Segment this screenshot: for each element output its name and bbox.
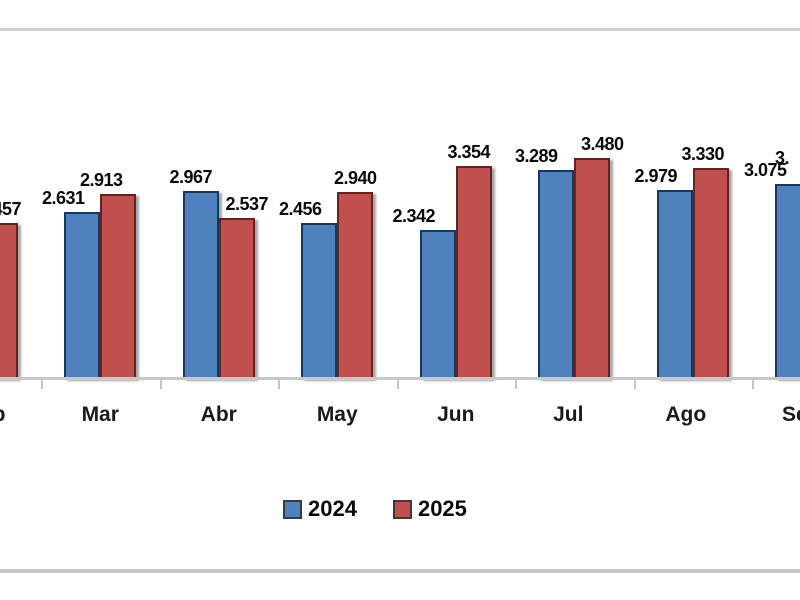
data-label-2025-feb: 2.457 [0, 198, 22, 219]
bar-2024-jun [419, 229, 456, 379]
x-axis-tick [752, 380, 754, 389]
data-label-2025-mar: 2.913 [79, 170, 123, 191]
legend-swatch-2025 [392, 499, 412, 519]
legend-label-2024: 2024 [308, 496, 357, 521]
legend-item-2024: 2024 [283, 497, 357, 521]
bottom-divider [0, 569, 800, 573]
bar-2025-feb [0, 222, 18, 379]
x-axis-tick [41, 380, 43, 389]
x-label-sep: Sep [781, 403, 800, 426]
bar-2024-ago [656, 189, 693, 379]
x-axis-line [0, 377, 800, 380]
data-label-2024-jul: 3.289 [514, 146, 558, 167]
bar-2024-mar [64, 211, 101, 379]
x-label-may: May [316, 403, 358, 426]
bar-2025-ago [692, 167, 729, 379]
bar-2024-may [301, 222, 338, 379]
x-label-feb: Feb [0, 403, 32, 427]
x-axis-tick [633, 380, 636, 389]
bar-2025-jun [455, 166, 492, 379]
data-label-2025-ago: 3.330 [681, 143, 725, 164]
legend-item-2025: 2025 [392, 496, 467, 521]
x-axis-tick [159, 380, 162, 389]
chart-legend: 2024 2025 [283, 497, 467, 521]
top-divider [0, 28, 800, 31]
x-axis-tick [396, 380, 399, 389]
legend-swatch-2024 [283, 499, 302, 519]
data-label-2025-jun: 3.354 [447, 142, 491, 163]
data-label-2025-abr: 2.537 [225, 193, 269, 214]
data-label-2024-may: 2.456 [278, 198, 322, 219]
data-label-2024-jun: 2.342 [392, 205, 436, 226]
x-label-mar: Mar [81, 403, 119, 426]
x-label-jun: Jun [437, 403, 475, 426]
data-label-2024-sep: 3.075 [743, 159, 787, 180]
bar-2025-mar [100, 194, 137, 379]
data-label-2025-jul: 3.480 [580, 134, 624, 155]
x-label-jul: Jul [553, 403, 584, 426]
data-label-2025-sep: 3. [775, 148, 790, 168]
data-label-2024-mar: 2.631 [41, 187, 85, 208]
data-label-2024-abr: 2.967 [169, 166, 213, 187]
x-label-ago: Ago [665, 403, 707, 426]
x-label-abr: Abr [200, 403, 237, 426]
bar-2024-sep [775, 183, 800, 379]
bar-2025-jul [574, 158, 611, 379]
bar-2024-abr [182, 190, 219, 379]
data-label-2024-ago: 2.979 [634, 165, 678, 186]
bar-2025-abr [218, 217, 255, 379]
x-axis-tick [278, 380, 280, 389]
bar-2024-jul [538, 170, 575, 379]
data-label-2025-may: 2.940 [333, 168, 377, 189]
legend-label-2025: 2025 [417, 496, 467, 521]
x-axis-tick [515, 380, 517, 389]
bar-2025-may [337, 192, 374, 379]
